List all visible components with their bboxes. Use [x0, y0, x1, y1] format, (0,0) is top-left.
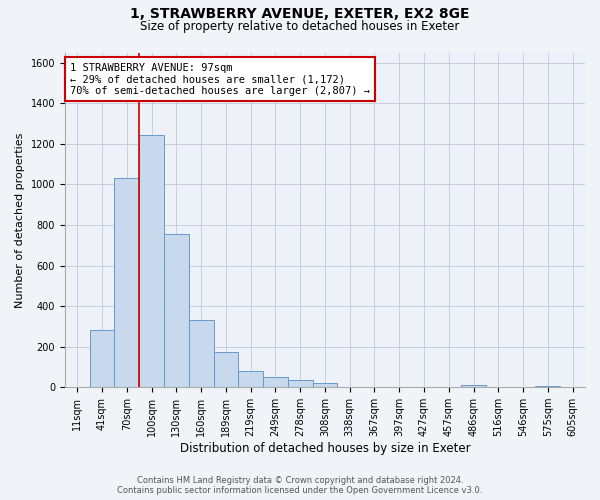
Bar: [214, 352, 238, 387]
Bar: [89, 330, 115, 387]
Bar: [164, 234, 189, 387]
Text: 1 STRAWBERRY AVENUE: 97sqm
← 29% of detached houses are smaller (1,172)
70% of s: 1 STRAWBERRY AVENUE: 97sqm ← 29% of deta…: [70, 62, 370, 96]
Bar: [313, 383, 337, 387]
Bar: [461, 385, 486, 387]
Bar: [238, 370, 263, 387]
Text: Contains HM Land Registry data © Crown copyright and database right 2024.
Contai: Contains HM Land Registry data © Crown c…: [118, 476, 482, 495]
Y-axis label: Number of detached properties: Number of detached properties: [15, 132, 25, 308]
Bar: [263, 377, 288, 387]
Bar: [535, 386, 560, 387]
Bar: [115, 178, 139, 387]
Bar: [139, 134, 164, 387]
Text: 1, STRAWBERRY AVENUE, EXETER, EX2 8GE: 1, STRAWBERRY AVENUE, EXETER, EX2 8GE: [130, 8, 470, 22]
Text: Size of property relative to detached houses in Exeter: Size of property relative to detached ho…: [140, 20, 460, 33]
Bar: [288, 380, 313, 387]
X-axis label: Distribution of detached houses by size in Exeter: Distribution of detached houses by size …: [179, 442, 470, 455]
Bar: [189, 320, 214, 387]
